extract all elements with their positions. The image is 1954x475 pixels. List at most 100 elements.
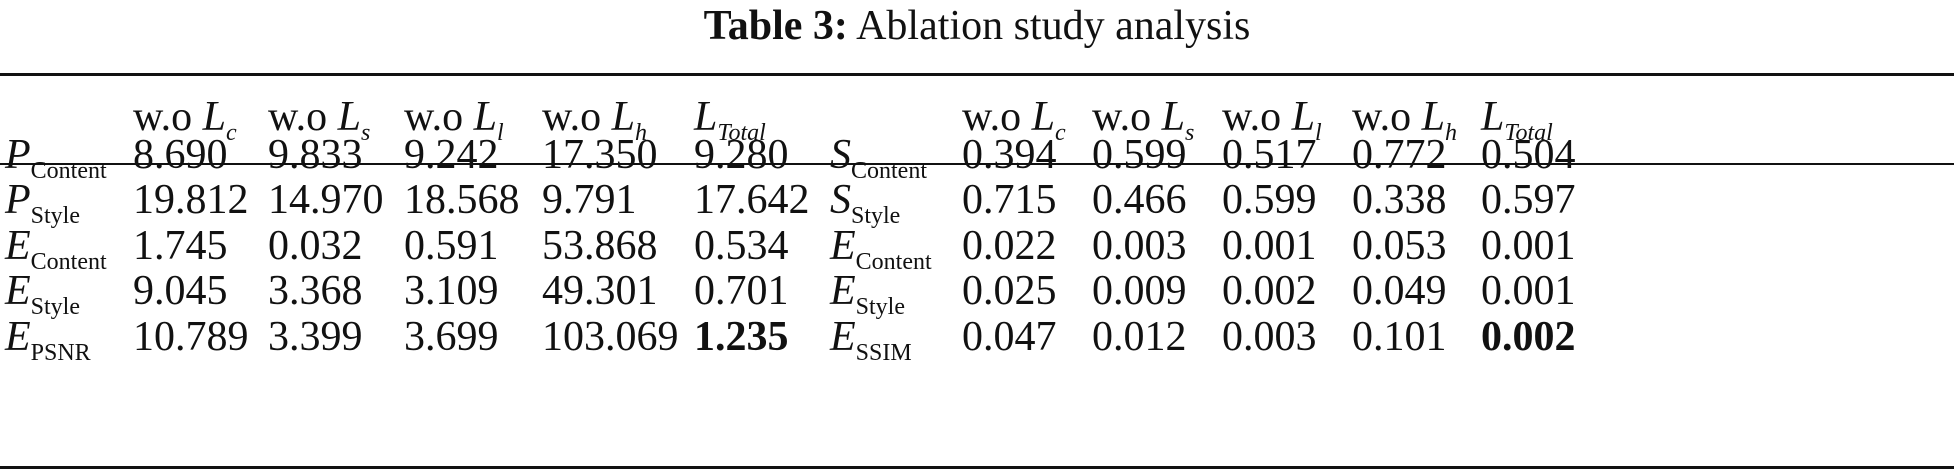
left-header-symbol-0: L: [202, 94, 226, 140]
right-row-label-3-symbol: E: [830, 268, 856, 314]
left-cell-1-3: 9.791: [542, 177, 637, 223]
left-header-subscript-0: c: [225, 120, 237, 146]
bottom-rule: [0, 466, 1954, 469]
right-header-symbol-3: L: [1421, 94, 1445, 140]
left-row-label-3-subscript: Style: [30, 294, 80, 320]
left-cell-0-2: 9.242: [404, 132, 499, 178]
right-cell-2-4: 0.001: [1481, 223, 1576, 269]
left-header-4: LTotal: [694, 92, 766, 145]
right-header-3: w.o Lh: [1352, 92, 1457, 145]
right-cell-1-4: 0.597: [1481, 177, 1576, 223]
left-cell-1-2: 18.568: [404, 177, 520, 223]
left-header-prefix-1: w.o: [268, 94, 338, 140]
right-cell-4-0: 0.047: [962, 314, 1057, 360]
right-cell-1-0: 0.715: [962, 177, 1057, 223]
left-row-label-2-subscript: Content: [30, 249, 107, 275]
right-cell-0-3: 0.772: [1352, 132, 1447, 178]
caption-label: Table 3:: [703, 3, 848, 49]
right-cell-2-1: 0.003: [1092, 223, 1187, 269]
left-cell-1-0: 19.812: [133, 177, 249, 223]
right-row-label-4: ESSIM: [830, 312, 912, 365]
left-header-subscript-4: Total: [717, 120, 766, 146]
left-cell-3-0: 9.045: [133, 268, 228, 314]
right-header-0: w.o Lc: [962, 92, 1066, 145]
left-header-0: w.o Lc: [133, 92, 237, 145]
left-cell-2-2: 0.591: [404, 223, 499, 269]
right-cell-4-2: 0.003: [1222, 314, 1317, 360]
left-cell-0-1: 9.833: [268, 132, 363, 178]
left-cell-0-3: 17.350: [542, 132, 658, 178]
left-cell-3-2: 3.109: [404, 268, 499, 314]
right-header-subscript-1: s: [1184, 120, 1195, 146]
left-cell-4-4: 1.235: [694, 314, 789, 360]
left-row-label-4-symbol: E: [5, 314, 31, 360]
right-header-symbol-0: L: [1031, 94, 1055, 140]
left-header-2: w.o Ll: [404, 92, 504, 145]
right-row-label-2-symbol: E: [830, 223, 856, 269]
left-header-symbol-4: L: [694, 94, 718, 140]
right-header-4: LTotal: [1481, 92, 1553, 145]
right-row-label-3-subscript: Style: [855, 294, 905, 320]
right-header-symbol-2: L: [1291, 94, 1315, 140]
right-cell-1-2: 0.599: [1222, 177, 1317, 223]
right-header-prefix-0: w.o: [962, 94, 1032, 140]
right-row-label-2: EContent: [830, 221, 932, 274]
right-row-label-0-subscript: Content: [851, 158, 927, 184]
left-row-label-1: PStyle: [5, 175, 80, 228]
right-cell-4-3: 0.101: [1352, 314, 1447, 360]
right-row-label-4-subscript: SSIM: [855, 340, 912, 366]
right-cell-0-4: 0.504: [1481, 132, 1576, 178]
left-cell-1-1: 14.970: [268, 177, 384, 223]
right-header-symbol-4: L: [1481, 94, 1505, 140]
left-row-label-0-subscript: Content: [30, 158, 107, 184]
left-cell-2-4: 0.534: [694, 223, 789, 269]
right-header-subscript-0: c: [1054, 120, 1066, 146]
left-row-label-1-symbol: P: [5, 177, 31, 223]
right-cell-3-4: 0.001: [1481, 268, 1576, 314]
left-cell-2-3: 53.868: [542, 223, 658, 269]
left-header-subscript-1: s: [360, 120, 371, 146]
left-cell-1-4: 17.642: [694, 177, 810, 223]
right-header-2: w.o Ll: [1222, 92, 1322, 145]
left-header-symbol-3: L: [611, 94, 635, 140]
left-header-symbol-1: L: [337, 94, 361, 140]
right-header-prefix-3: w.o: [1352, 94, 1422, 140]
left-cell-2-0: 1.745: [133, 223, 228, 269]
caption-title: Ablation study analysis: [856, 3, 1251, 49]
right-cell-1-3: 0.338: [1352, 177, 1447, 223]
left-header-prefix-3: w.o: [542, 94, 612, 140]
top-rule: [0, 73, 1954, 76]
header-rule: [0, 163, 1954, 165]
left-cell-3-3: 49.301: [542, 268, 658, 314]
right-header-prefix-1: w.o: [1092, 94, 1162, 140]
right-header-1: w.o Ls: [1092, 92, 1194, 145]
left-row-label-3-symbol: E: [5, 268, 31, 314]
left-row-label-0: PContent: [5, 130, 107, 183]
left-cell-2-1: 0.032: [268, 223, 363, 269]
right-row-label-1-subscript: Style: [851, 203, 901, 229]
left-cell-4-3: 103.069: [542, 314, 679, 360]
right-header-subscript-4: Total: [1504, 120, 1553, 146]
left-header-prefix-0: w.o: [133, 94, 203, 140]
table-caption: Table 3: Ablation study analysis: [0, 2, 1954, 50]
left-row-label-3: EStyle: [5, 266, 80, 319]
right-cell-1-1: 0.466: [1092, 177, 1187, 223]
right-cell-0-1: 0.599: [1092, 132, 1187, 178]
right-cell-3-1: 0.009: [1092, 268, 1187, 314]
left-row-label-2: EContent: [5, 221, 107, 274]
right-cell-0-2: 0.517: [1222, 132, 1317, 178]
left-cell-4-0: 10.789: [133, 314, 249, 360]
right-cell-2-3: 0.053: [1352, 223, 1447, 269]
right-row-label-1-symbol: S: [830, 177, 851, 223]
left-row-label-0-symbol: P: [5, 132, 31, 178]
left-header-prefix-2: w.o: [404, 94, 474, 140]
left-header-1: w.o Ls: [268, 92, 370, 145]
right-header-symbol-1: L: [1161, 94, 1185, 140]
right-row-label-0: SContent: [830, 130, 927, 183]
left-cell-3-1: 3.368: [268, 268, 363, 314]
right-cell-4-1: 0.012: [1092, 314, 1187, 360]
right-row-label-2-subscript: Content: [855, 249, 932, 275]
left-row-label-1-subscript: Style: [30, 203, 80, 229]
left-row-label-2-symbol: E: [5, 223, 31, 269]
left-header-subscript-3: h: [634, 120, 647, 146]
